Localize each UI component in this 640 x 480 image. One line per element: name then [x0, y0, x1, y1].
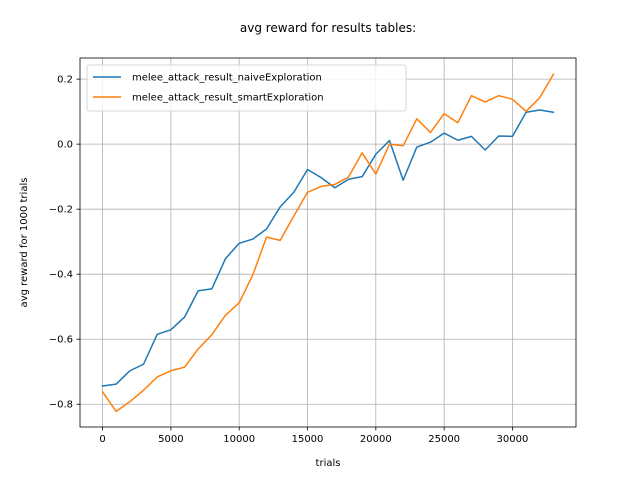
legend-box [86, 64, 407, 112]
x-axis-label: trials [316, 458, 341, 469]
x-tick-label: 5000 [158, 434, 183, 445]
y-axis-label: avg reward for 1000 trials [19, 178, 30, 308]
series-line-2 [101, 73, 555, 413]
series-lines [101, 73, 555, 413]
x-tick-label: 0 [99, 434, 105, 445]
series-line-1 [101, 109, 555, 387]
axis-ticks: 0 5000 10000 15000 20000 25000 30000 −0.8 −0.6 −0… [49, 75, 529, 445]
grid-lines [80, 58, 576, 427]
x-tick-label: 25000 [428, 434, 460, 445]
y-tick-label: 0.2 [57, 75, 73, 86]
y-tick-label: −0.2 [49, 205, 73, 216]
legend-label-1: melee_attack_result_naiveExploration [132, 73, 322, 84]
legend-label-2: melee_attack_result_smartExploration [132, 93, 324, 104]
y-tick-label: −0.6 [49, 335, 73, 346]
x-tick-label: 20000 [360, 434, 392, 445]
x-tick-label: 10000 [223, 434, 255, 445]
x-tick-label: 30000 [497, 434, 529, 445]
y-tick-label: −0.4 [49, 270, 73, 281]
chart-title: avg reward for results tables: [240, 21, 416, 35]
plot-area [80, 58, 576, 427]
x-tick-label: 15000 [292, 434, 324, 445]
y-tick-label: 0.0 [57, 140, 73, 151]
legend: melee_attack_result_naiveExplorationmele… [86, 64, 407, 112]
axes-frame [79, 57, 577, 428]
y-tick-label: −0.8 [49, 400, 73, 411]
